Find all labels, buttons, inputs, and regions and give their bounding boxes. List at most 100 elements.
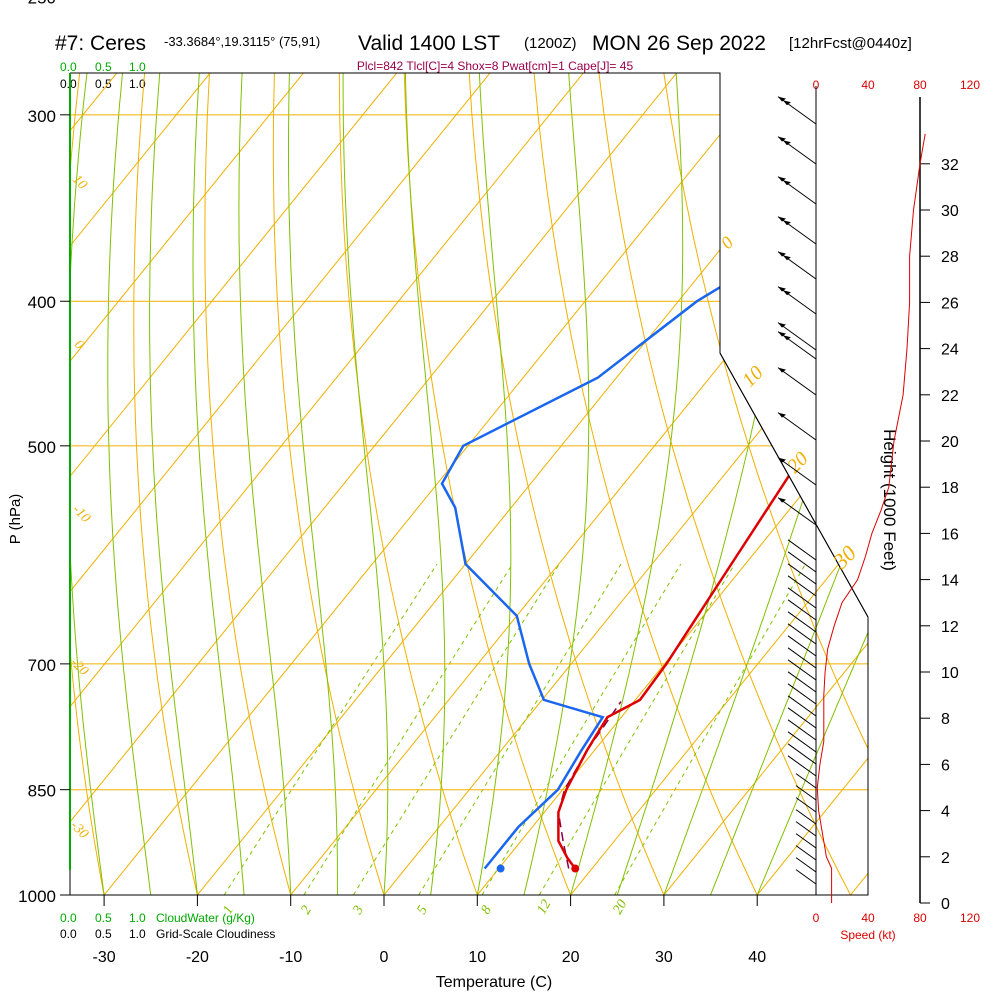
temperature-tick-label: 30: [655, 949, 673, 966]
wind-barb: [788, 552, 816, 572]
plot-frame: [70, 73, 868, 895]
valid-time: Valid 1400 LST: [358, 32, 500, 55]
dry-adiabat-line: [273, 0, 384, 895]
isotherm-line: [757, 0, 1000, 895]
mixing-ratio-line: [615, 564, 806, 895]
moist-adiabat-line: [150, 0, 198, 895]
wind-barb-flag: [778, 413, 786, 418]
dry-adiabat-line: [134, 0, 198, 895]
wind-barb: [788, 540, 816, 560]
wind-barb-staff: [788, 576, 816, 596]
dry-adiabat-line: [465, 0, 664, 895]
speed-top-80: 80: [913, 78, 927, 92]
temperature-tick-label: 10: [468, 949, 486, 966]
height-tick-label: 10: [941, 665, 959, 682]
height-tick-label: 22: [941, 388, 959, 405]
height-tick-label: 20: [941, 434, 959, 451]
moist-adiabat-line: [477, 0, 511, 895]
cloud-bottom-black-0: 0.0: [60, 927, 77, 941]
wind-barb: [778, 413, 816, 440]
speed-bottom-80: 80: [913, 911, 927, 925]
station-coords: -33.3684°,19.3115° (75,91): [164, 34, 320, 49]
wind-barb-flag: [778, 323, 786, 328]
moist-adiabat-line: [343, 0, 388, 895]
height-tick-label: 16: [941, 526, 959, 543]
wind-barb-staff: [796, 810, 816, 824]
height-tick-label: 6: [941, 757, 950, 774]
pressure-tick-label: 250: [28, 0, 56, 8]
wind-barb-staff: [778, 368, 816, 395]
mixing-ratio-label: 8: [478, 903, 494, 917]
wind-barb-flag: [783, 180, 791, 185]
cloud-top-green-1: 0.5: [95, 60, 112, 74]
wind-barb-staff: [796, 786, 816, 800]
wind-barb-staff: [796, 846, 816, 860]
isotherm-line: [0, 0, 459, 895]
dry-adiabat-line: [0, 0, 31, 895]
pressure-tick-label: 500: [28, 438, 56, 457]
wind-barb-staff: [796, 798, 816, 812]
cloud-bottom-green-1: 0.5: [95, 911, 112, 925]
wind-barb: [788, 744, 816, 764]
wind-speed-trace: [817, 134, 925, 903]
temperature-tick-label: 20: [562, 949, 580, 966]
wind-barb-flag: [783, 335, 791, 340]
moist-adiabat-line: [289, 0, 338, 895]
cloud-top-green-0: 0.0: [60, 60, 77, 74]
wind-barb-staff: [796, 870, 816, 884]
wind-barb: [778, 287, 816, 314]
wind-barb: [778, 252, 816, 279]
wind-barb: [778, 177, 816, 204]
dry-adiabat-line: [837, 0, 1000, 895]
cloudiness-label: Grid-Scale Cloudiness: [156, 927, 275, 941]
wind-barb: [796, 834, 816, 848]
dry-adiabat-line: [527, 0, 757, 895]
isotherm-line: [11, 0, 739, 895]
wind-barb: [796, 774, 816, 788]
temperature-tick-label: 0: [380, 949, 389, 966]
height-tick-label: 4: [941, 804, 950, 821]
isotherm-line: [0, 0, 645, 895]
wind-barb-flag: [783, 100, 791, 105]
moist-adiabat-line: [193, 0, 244, 895]
mixing-ratio-line: [353, 564, 559, 895]
moist-adiabat-line: [757, 0, 1000, 895]
temperature-tick-label: 40: [748, 949, 766, 966]
wind-barb-staff: [788, 744, 816, 764]
wind-barb: [778, 498, 816, 525]
surface-dewpoint-dot: [497, 865, 505, 873]
wind-barb-staff: [796, 858, 816, 872]
pressure-tick-label: 700: [28, 656, 56, 675]
wind-barb-staff: [788, 552, 816, 572]
wind-barb: [796, 786, 816, 800]
dry-adiabat-line: [205, 0, 291, 895]
mixing-ratio-line: [419, 564, 621, 895]
wind-barb: [796, 810, 816, 824]
dry-adiabat-label: 10: [69, 172, 90, 193]
height-tick-label: 0: [941, 896, 950, 913]
isotherm-label: 30: [827, 540, 861, 574]
height-tick-label: 30: [941, 203, 959, 220]
station-title: #7: Ceres: [55, 32, 146, 55]
wind-barb: [788, 624, 816, 644]
height-tick-label: 14: [941, 573, 959, 590]
cloud-bottom-green-2: 1.0: [129, 911, 146, 925]
wind-barb-staff: [796, 774, 816, 788]
wind-barb-staff: [796, 822, 816, 836]
pressure-tick-label: 400: [28, 293, 56, 312]
wind-barb: [788, 696, 816, 716]
height-tick-label: 26: [941, 295, 959, 312]
dry-adiabat-line: [60, 0, 104, 895]
dry-adiabat-label: -10: [69, 502, 93, 526]
wind-barb-staff: [778, 413, 816, 440]
wind-barb-flag: [783, 290, 791, 295]
cloud-top-green-2: 1.0: [129, 60, 146, 74]
wind-barb: [778, 368, 816, 395]
x-axis-title: Temperature (C): [436, 974, 552, 991]
cloudwater-label: CloudWater (g/Kg): [156, 911, 255, 925]
moist-adiabat-line: [617, 0, 797, 895]
height-tick-label: 8: [941, 711, 950, 728]
mixing-ratio-line: [304, 564, 513, 895]
wind-barb-staff: [778, 498, 816, 525]
